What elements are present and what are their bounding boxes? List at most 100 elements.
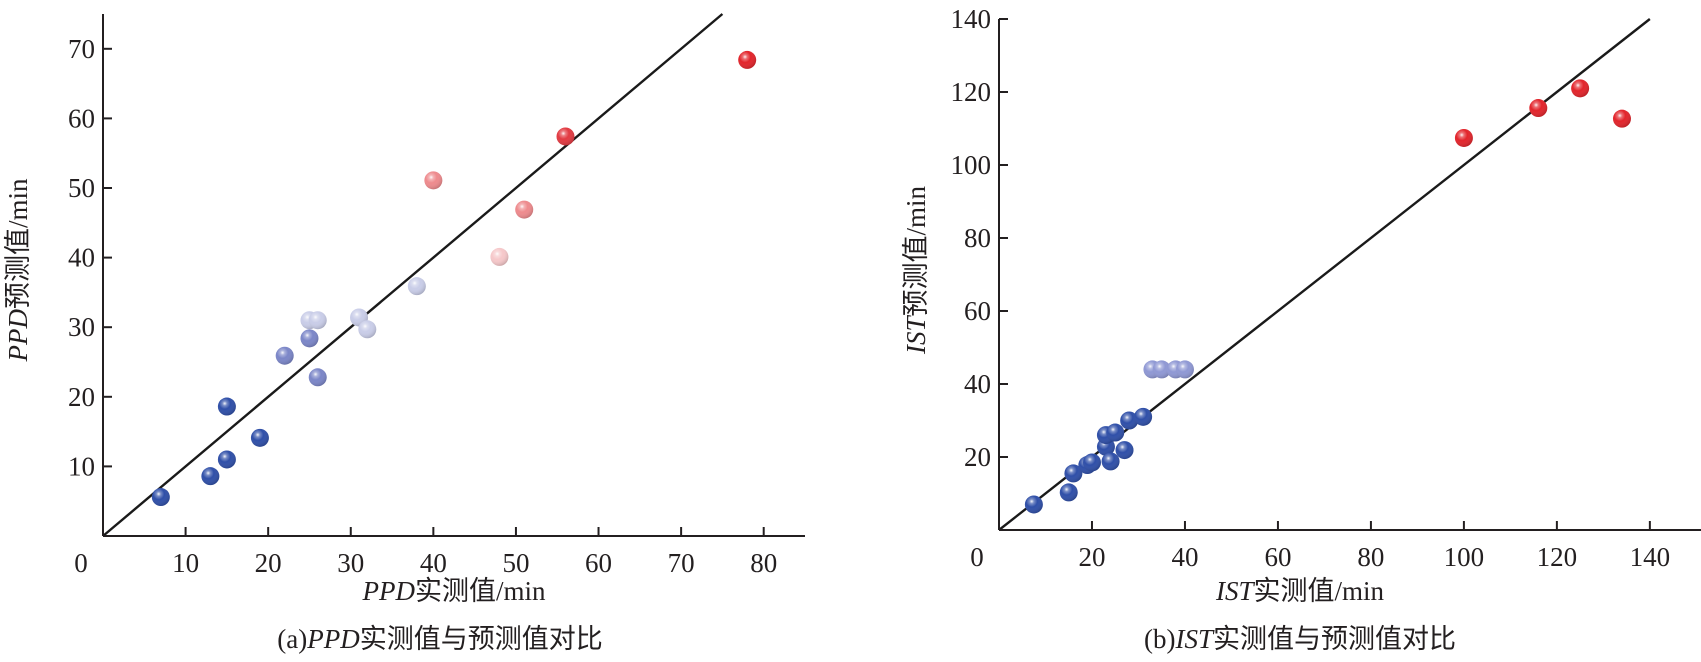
- scatter-points-ist: [998, 18, 1651, 531]
- y-tick-label: 60: [68, 103, 95, 133]
- y-tick-label: 140: [951, 4, 992, 34]
- x-tick-label: 100: [1444, 542, 1485, 572]
- data-point: [217, 450, 236, 469]
- caption-ist: (b)IST实测值与预测值对比: [1144, 624, 1456, 654]
- data-point-shine: [1152, 360, 1171, 379]
- x-tick-label: 0: [74, 548, 88, 578]
- x-axis-title-var: PPD: [362, 576, 416, 606]
- data-point: [738, 50, 757, 69]
- y-axis-title-text: 预测值/min: [901, 185, 931, 316]
- caption-text: 实测值与预测值对比: [360, 624, 603, 654]
- caption-text: 实测值与预测值对比: [1213, 624, 1456, 654]
- x-tick-label: 0: [970, 542, 984, 572]
- y-tick-label: 70: [68, 34, 95, 64]
- data-point: [1106, 423, 1125, 442]
- x-tick-label: 70: [668, 548, 695, 578]
- x-tick-label: 60: [585, 548, 612, 578]
- data-point-shine: [358, 320, 377, 339]
- data-point: [515, 200, 534, 219]
- data-point-shine: [1106, 423, 1125, 442]
- data-point-shine: [1454, 128, 1473, 147]
- data-point-shine: [515, 200, 534, 219]
- x-tick-label: 120: [1537, 542, 1578, 572]
- data-point: [407, 277, 426, 296]
- data-point: [556, 127, 575, 146]
- caption-ppd: (a)PPD实测值与预测值对比: [277, 624, 602, 654]
- y-tick-label: 100: [951, 150, 992, 180]
- x-tick-label: 40: [1171, 542, 1198, 572]
- data-point-shine: [407, 277, 426, 296]
- data-point: [1571, 79, 1590, 98]
- x-axis-title-text: 实测值/min: [415, 576, 546, 606]
- data-point-shine: [1612, 109, 1631, 128]
- data-point-shine: [217, 450, 236, 469]
- x-axis-title-text: 实测值/min: [1254, 576, 1385, 606]
- caption-prefix: (a): [277, 624, 307, 654]
- data-point: [1059, 483, 1078, 502]
- y-tick-label: 20: [68, 382, 95, 412]
- data-point-shine: [250, 428, 269, 447]
- data-point-shine: [1115, 441, 1134, 460]
- y-axis-title-ist: IST预测值/min: [901, 185, 931, 355]
- data-point-shine: [201, 467, 220, 486]
- data-point: [1064, 464, 1083, 483]
- reference-line: [102, 13, 724, 537]
- data-point: [1024, 495, 1043, 514]
- caption-var: PPD: [306, 624, 360, 654]
- x-tick-label: 20: [255, 548, 282, 578]
- y-tick-label: 20: [964, 442, 991, 472]
- data-point-shine: [275, 346, 294, 365]
- data-point-shine: [1101, 452, 1120, 471]
- data-point: [1120, 411, 1139, 430]
- y-axis-title-ppd: PPD预测值/min: [3, 178, 33, 362]
- data-point-shine: [1082, 453, 1101, 472]
- y-tick-label: 30: [68, 312, 95, 342]
- reference-line: [998, 18, 1651, 531]
- data-point-shine: [1059, 483, 1078, 502]
- data-point-shine: [308, 311, 327, 330]
- data-point-shine: [1571, 79, 1590, 98]
- data-point: [275, 346, 294, 365]
- y-axis-title-text: 预测值/min: [3, 178, 33, 309]
- x-axis-title-ist: IST实测值/min: [1215, 576, 1385, 606]
- data-point: [424, 171, 443, 190]
- data-point-shine: [308, 368, 327, 387]
- data-point-shine: [1134, 407, 1153, 426]
- data-point: [490, 247, 509, 266]
- x-axis-title-var: IST: [1215, 576, 1255, 606]
- x-tick-label: 140: [1630, 542, 1671, 572]
- data-point: [1134, 407, 1153, 426]
- data-point: [308, 368, 327, 387]
- data-point-shine: [1064, 464, 1083, 483]
- data-point-shine: [424, 171, 443, 190]
- data-point-shine: [1120, 411, 1139, 430]
- data-point: [201, 467, 220, 486]
- data-point-shine: [1175, 360, 1194, 379]
- tick-labels-ppd: 0 10 20 30 40 50 60 70 80 10 20 30 40 50 60 70: [68, 34, 777, 578]
- y-axis-title-var: PPD: [3, 309, 33, 363]
- caption-prefix: (b): [1144, 624, 1175, 654]
- x-tick-label: 80: [750, 548, 777, 578]
- scatter-points-ppd: [102, 13, 757, 537]
- data-point: [250, 428, 269, 447]
- y-tick-label: 60: [964, 296, 991, 326]
- data-point: [151, 488, 170, 507]
- data-point-shine: [1024, 495, 1043, 514]
- data-point-shine: [738, 50, 757, 69]
- data-point: [1454, 128, 1473, 147]
- data-point: [300, 329, 319, 348]
- data-point: [1082, 453, 1101, 472]
- data-point: [1101, 452, 1120, 471]
- data-point: [217, 397, 236, 416]
- data-point: [358, 320, 377, 339]
- tick-labels-ist: 0 20 40 60 80 100 120 140 20 40 60 80 100 120 140: [951, 4, 1671, 572]
- data-point-shine: [217, 397, 236, 416]
- y-tick-label: 10: [68, 451, 95, 481]
- data-point: [1115, 441, 1134, 460]
- x-tick-label: 80: [1357, 542, 1384, 572]
- data-point: [1612, 109, 1631, 128]
- data-point: [308, 311, 327, 330]
